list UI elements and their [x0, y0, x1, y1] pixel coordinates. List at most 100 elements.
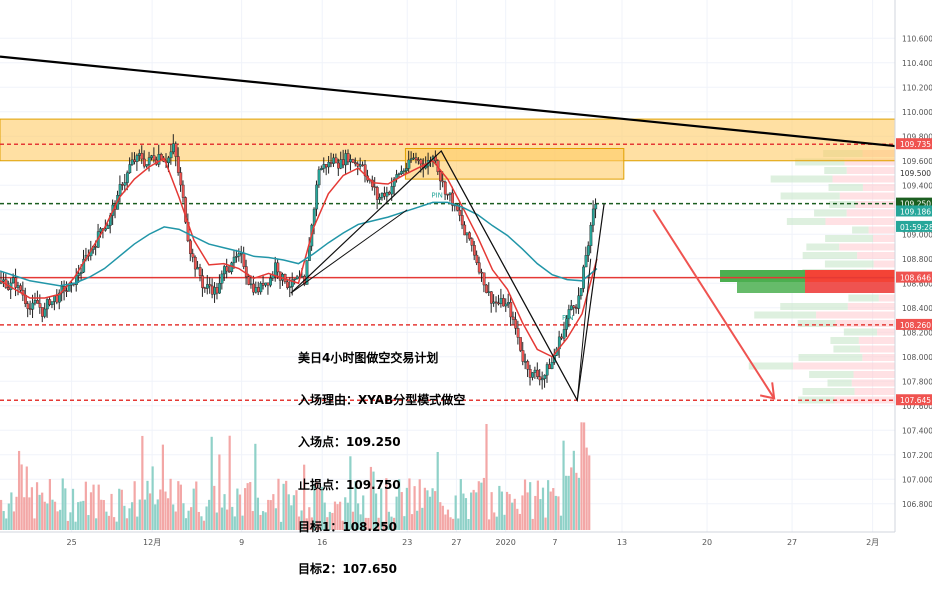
plan-line-target1: 目标1：108.250	[298, 519, 398, 534]
candle-body	[584, 255, 588, 268]
price-scale	[895, 0, 932, 532]
time-tick-label: 16	[317, 538, 327, 547]
volume-bar	[84, 481, 87, 530]
volume-profile-bar	[825, 235, 873, 242]
candle-body	[470, 238, 474, 246]
volume-profile-bar	[853, 371, 895, 378]
volume-profile-bar	[795, 158, 845, 166]
volume-bar	[48, 479, 51, 530]
volume-bar	[197, 511, 200, 530]
volume-bar	[77, 502, 80, 530]
candle-body	[43, 308, 47, 317]
volume-bar	[567, 475, 570, 530]
volume-bar	[200, 516, 203, 530]
candle-body	[53, 295, 56, 302]
chart-canvas[interactable]: PIN PIN 110.600 110.400 110.200 110.000 109.80…	[0, 0, 932, 550]
volume-bar	[166, 498, 170, 530]
candle-body	[215, 287, 219, 294]
volume-bar	[79, 501, 82, 530]
chart[interactable]: PIN PIN 110.600 110.400 110.200 110.000 109.80…	[0, 0, 932, 550]
volume-bar	[477, 481, 480, 530]
candle-body	[41, 307, 44, 317]
candle-body	[208, 284, 212, 287]
candle-body	[397, 173, 401, 175]
volume-bar	[459, 479, 462, 530]
ema-slow-line	[0, 201, 598, 287]
volume-profile-bar	[862, 184, 895, 191]
volume-bar	[205, 506, 208, 530]
price-label: 109.250	[900, 200, 931, 209]
volume-bar	[331, 512, 334, 530]
volume-profile-bar	[816, 311, 895, 319]
volume-bar	[15, 496, 18, 530]
volume-bar	[405, 487, 408, 530]
volume-bar	[143, 499, 147, 530]
candle-body	[276, 262, 280, 273]
volume-bar	[218, 454, 221, 530]
candle-body	[519, 337, 522, 351]
volume-bar	[179, 484, 182, 530]
candle-body	[315, 184, 319, 210]
volume-bar	[395, 496, 398, 530]
volume-profile-bar	[827, 379, 852, 387]
candle-body	[14, 277, 18, 288]
volume-profile-bar	[814, 209, 847, 217]
volume-bar	[472, 489, 475, 530]
candle-body	[562, 329, 566, 339]
candle-body	[174, 143, 178, 157]
volume-bar	[421, 507, 424, 530]
volume-bar	[102, 500, 105, 530]
volume-bar	[33, 518, 36, 530]
volume-bar	[66, 520, 69, 530]
candle-body	[560, 336, 564, 339]
volume-profile-bar	[846, 167, 895, 174]
volume-profile-bar	[854, 388, 895, 395]
volume-bar	[534, 495, 537, 530]
volume-bar	[557, 496, 560, 530]
time-tick-label: 12月	[143, 538, 161, 547]
volume-profile-bar	[829, 201, 856, 208]
volume-bar	[133, 481, 136, 530]
price-tick-label: 107.400	[902, 426, 932, 435]
candle-body	[322, 164, 326, 169]
volume-bar	[53, 501, 57, 530]
volume-bar	[434, 491, 437, 530]
volume-bar	[279, 521, 283, 530]
plan-line-title: 美日4小时图做空交易计划	[298, 351, 439, 365]
candle-body	[489, 291, 493, 304]
volume-bar	[526, 492, 529, 530]
volume-bar	[215, 512, 218, 530]
volume-bar	[115, 521, 118, 530]
candle-body	[133, 159, 137, 162]
volume-bar	[446, 509, 450, 530]
price-tick-label: 108.000	[902, 353, 932, 362]
candle-body	[295, 276, 299, 280]
candle-body	[443, 181, 447, 195]
pin-annotation: PIN	[431, 192, 443, 200]
volume-bar	[541, 487, 545, 530]
volume-bar	[521, 495, 524, 530]
candle-body	[332, 157, 336, 164]
candle-body	[485, 284, 488, 293]
time-scale	[0, 532, 932, 550]
volume-bar	[277, 478, 280, 530]
xyab-pattern-line	[440, 150, 578, 401]
volume-bar	[154, 504, 157, 530]
volume-profile-bar	[878, 294, 895, 302]
volume-profile-bar	[830, 337, 859, 344]
xyab-pattern-line	[576, 258, 592, 401]
candle-body	[514, 319, 518, 329]
candle-body	[504, 303, 508, 307]
price-label-bg	[896, 167, 932, 178]
volume-bar	[482, 477, 486, 530]
candle-body	[521, 350, 525, 362]
price-label-bg	[896, 138, 932, 150]
volume-bar	[97, 484, 100, 530]
volume-bar	[282, 483, 285, 530]
candle-body	[247, 276, 251, 285]
volume-bar	[208, 499, 211, 530]
volume-bar	[423, 487, 426, 530]
price-label-bg	[896, 271, 932, 283]
volume-bar	[51, 499, 54, 530]
volume-bar	[100, 499, 103, 530]
